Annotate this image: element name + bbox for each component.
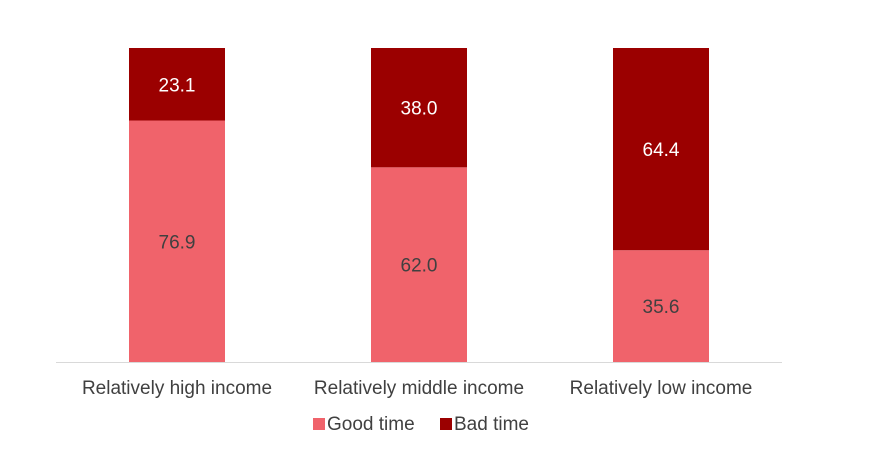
data-label-good-time-relatively-low-income: 35.6: [643, 297, 680, 318]
x-tick-label-relatively-middle-income: Relatively middle income: [314, 378, 524, 399]
data-labels-layer: 76.9 23.1 62.0 38.0 35.6 64.4: [159, 75, 680, 318]
legend: Good time Bad time: [313, 414, 529, 435]
legend-label-good-time: Good time: [327, 414, 415, 435]
bar-bad-time-relatively-high-income: [129, 48, 225, 121]
bar-bad-time-relatively-middle-income: [371, 48, 467, 168]
data-label-good-time-relatively-middle-income: 62.0: [401, 256, 438, 277]
bar-good-time-relatively-low-income: [613, 250, 709, 362]
legend-label-bad-time: Bad time: [454, 414, 529, 435]
bar-bad-time-relatively-low-income: [613, 48, 709, 251]
data-label-good-time-relatively-high-income: 76.9: [159, 232, 196, 253]
bar-good-time-relatively-high-income: [129, 120, 225, 362]
data-label-bad-time-relatively-high-income: 23.1: [159, 75, 196, 96]
x-tick-label-relatively-low-income: Relatively low income: [570, 378, 753, 399]
legend-swatch-bad-time: [440, 418, 452, 430]
data-label-bad-time-relatively-low-income: 64.4: [643, 140, 680, 161]
bars-layer: [129, 48, 709, 362]
x-tick-label-relatively-high-income: Relatively high income: [82, 378, 272, 399]
x-axis-tick-labels: Relatively high income Relatively middle …: [82, 378, 752, 399]
data-label-bad-time-relatively-middle-income: 38.0: [401, 99, 438, 120]
bar-good-time-relatively-middle-income: [371, 167, 467, 362]
legend-swatch-good-time: [313, 418, 325, 430]
